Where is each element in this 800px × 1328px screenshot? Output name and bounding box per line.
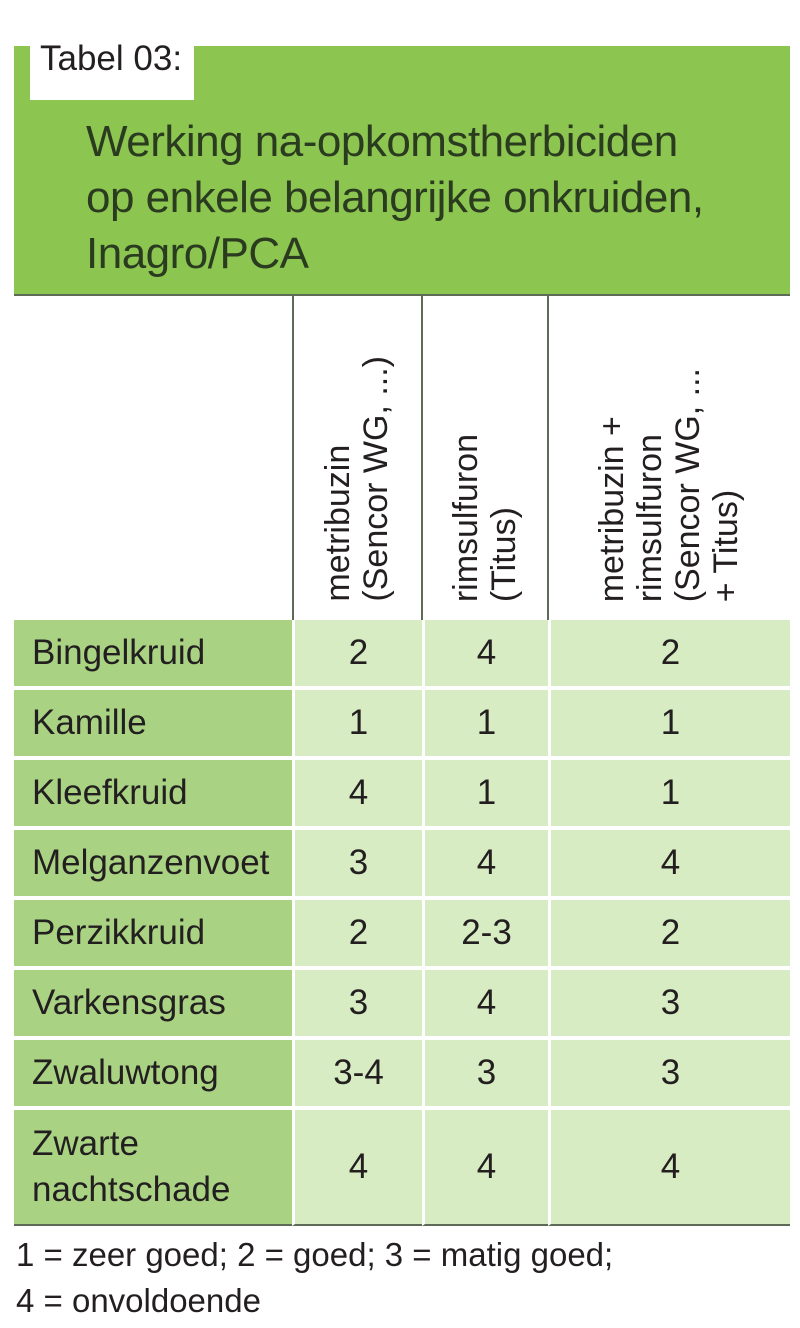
column-divider xyxy=(292,294,294,620)
table-row: Bingelkruid 2 4 2 xyxy=(14,620,790,690)
rating-cell: 4 xyxy=(292,760,422,830)
rating-cell: 4 xyxy=(292,1110,422,1226)
title-line: Werking na-opkomstherbiciden xyxy=(86,117,678,166)
column-header-row: metribuzin (Sencor WG, ...) rimsulfuron … xyxy=(14,294,790,620)
rating-cell: 4 xyxy=(548,830,790,900)
weed-name: Bingelkruid xyxy=(14,620,292,690)
column-header-line: metribuzin xyxy=(319,445,357,602)
rating-cell: 1 xyxy=(548,760,790,830)
weed-name: Perzikkruid xyxy=(14,900,292,970)
rating-cell: 4 xyxy=(422,830,548,900)
title-line: op enkele belangrijke onkruiden, xyxy=(86,173,704,222)
title-line: Inagro/PCA xyxy=(86,229,309,278)
column-header-rimsulfuron: rimsulfuron (Titus) xyxy=(422,434,548,620)
rating-cell: 2 xyxy=(292,900,422,970)
column-header-combination: metribuzin + rimsulfuron (Sencor WG, ...… xyxy=(548,368,790,620)
weed-name: Varkensgras xyxy=(14,970,292,1040)
rating-cell: 1 xyxy=(292,690,422,760)
table-row: Varkensgras 3 4 3 xyxy=(14,970,790,1040)
table-row: Kamille 1 1 1 xyxy=(14,690,790,760)
table-row: Zwarte nachtschade 4 4 4 xyxy=(14,1110,790,1226)
column-header-line: metribuzin + xyxy=(593,415,631,602)
rating-legend: 1 = zeer goed; 2 = goed; 3 = matig goed;… xyxy=(16,1232,796,1324)
table-row: Zwaluwtong 3-4 3 3 xyxy=(14,1040,790,1110)
table-row: Perzikkruid 2 2-3 2 xyxy=(14,900,790,970)
weed-name-line: nachtschade xyxy=(32,1170,231,1209)
table-row: Kleefkruid 4 1 1 xyxy=(14,760,790,830)
column-header-line: (Sencor WG, ...) xyxy=(357,356,395,602)
rating-cell: 2 xyxy=(548,620,790,690)
legend-line: 1 = zeer goed; 2 = goed; 3 = matig goed; xyxy=(16,1236,614,1273)
weed-name: Kamille xyxy=(14,690,292,760)
rating-cell: 3 xyxy=(548,970,790,1040)
herbicide-efficacy-table: Bingelkruid 2 4 2 Kamille 1 1 1 Kleefkru… xyxy=(14,620,790,1226)
rating-cell: 4 xyxy=(422,970,548,1040)
column-header-line: + Titus) xyxy=(707,489,745,602)
weed-name: Kleefkruid xyxy=(14,760,292,830)
rating-cell: 3-4 xyxy=(292,1040,422,1110)
column-divider xyxy=(421,294,423,620)
rating-cell: 3 xyxy=(422,1040,548,1110)
weed-name: Zwarte nachtschade xyxy=(14,1110,292,1226)
rating-cell: 1 xyxy=(422,760,548,830)
rating-cell: 2 xyxy=(292,620,422,690)
weed-name: Melganzenvoet xyxy=(14,830,292,900)
column-header-line: rimsulfuron xyxy=(631,433,669,602)
column-header-metribuzin: metribuzin (Sencor WG, ...) xyxy=(292,356,422,620)
legend-line: 4 = onvoldoende xyxy=(16,1282,261,1319)
rating-cell: 1 xyxy=(422,690,548,760)
table-title: Werking na-opkomstherbiciden op enkele b… xyxy=(86,114,786,282)
weed-name: Zwaluwtong xyxy=(14,1040,292,1110)
rating-cell: 2-3 xyxy=(422,900,548,970)
rating-cell: 3 xyxy=(292,830,422,900)
column-header-line: (Sencor WG, ... xyxy=(669,367,707,602)
rating-cell: 4 xyxy=(548,1110,790,1226)
rating-cell: 3 xyxy=(292,970,422,1040)
rating-cell: 2 xyxy=(548,900,790,970)
rating-cell: 4 xyxy=(422,1110,548,1226)
rating-cell: 3 xyxy=(548,1040,790,1110)
rating-cell: 4 xyxy=(422,620,548,690)
table-row: Melganzenvoet 3 4 4 xyxy=(14,830,790,900)
weed-name-line: Zwarte xyxy=(32,1124,139,1163)
column-divider xyxy=(547,294,549,620)
table-number-label: Tabel 03: xyxy=(30,18,195,100)
rating-cell: 1 xyxy=(548,690,790,760)
column-header-line: rimsulfuron xyxy=(447,433,485,602)
column-header-line: (Titus) xyxy=(485,506,523,602)
